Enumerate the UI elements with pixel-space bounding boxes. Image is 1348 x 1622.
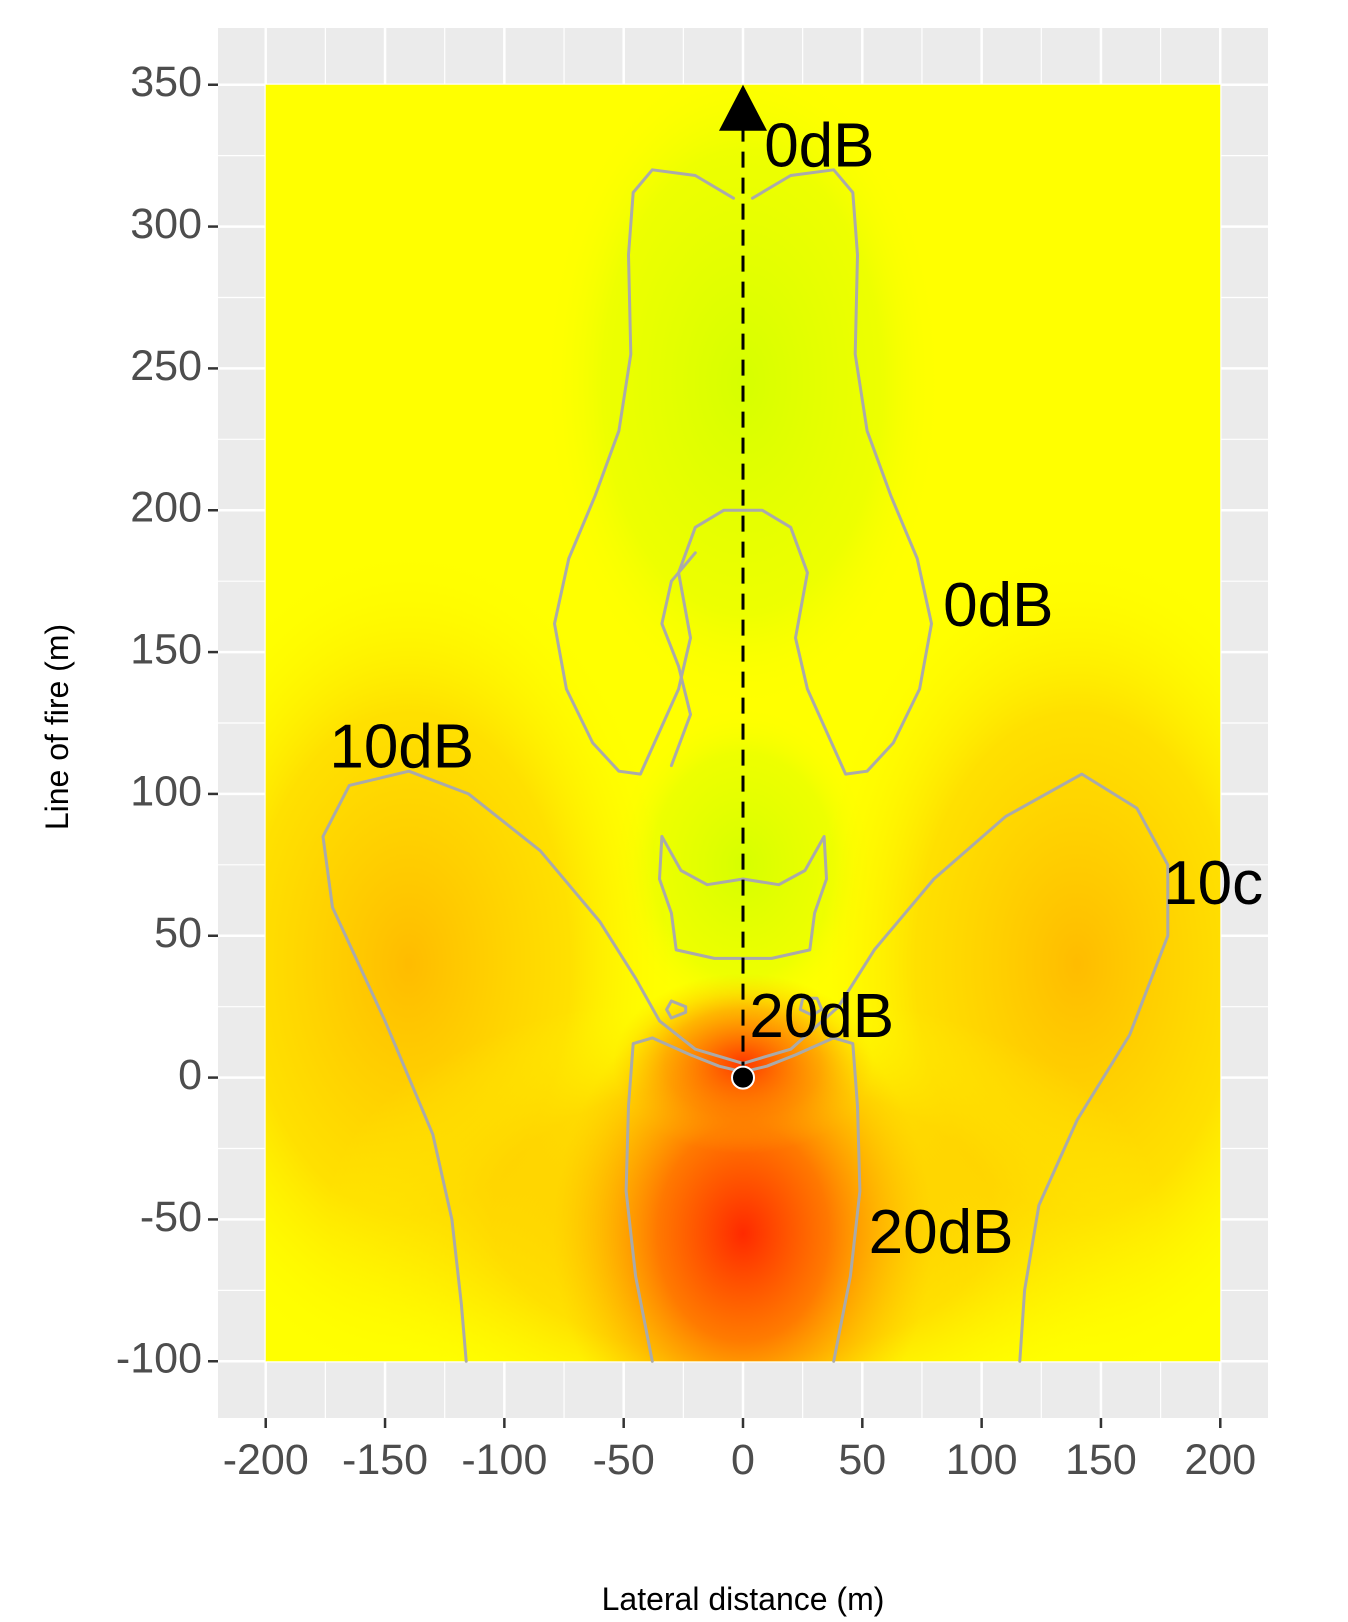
x-tick-label: 0 — [731, 1436, 755, 1484]
x-tick-label: 150 — [1065, 1436, 1137, 1484]
contour-0dB — [660, 551, 697, 768]
x-tick-label: 100 — [946, 1436, 1018, 1484]
x-tick-label: -100 — [461, 1436, 547, 1484]
heatmap — [265, 84, 1221, 1362]
y-tick-label: 150 — [130, 625, 202, 673]
source-point — [731, 1065, 755, 1090]
contour-0dB — [658, 835, 828, 960]
x-tick-label: -50 — [593, 1436, 655, 1484]
y-axis: 350 300 250 200 150 100 50 0 -50 -100 — [116, 58, 218, 1383]
contour-10dB — [321, 769, 1170, 1363]
contour-0dB — [553, 168, 933, 776]
y-tick-label: 200 — [130, 484, 202, 532]
x-tick-label: 50 — [838, 1436, 886, 1484]
contour-label: 20dB — [869, 1198, 1014, 1267]
contour-label: 10c — [1163, 849, 1263, 918]
contour-label: 0dB — [764, 111, 874, 180]
contour-label: 0dB — [943, 571, 1053, 640]
x-axis-title: Lateral distance (m) — [602, 1581, 885, 1617]
y-tick-label: 0 — [178, 1051, 202, 1099]
contour-20dB — [798, 996, 824, 1017]
y-tick-label: -50 — [140, 1193, 202, 1241]
x-tick-label: 200 — [1184, 1436, 1256, 1484]
contour-label: 20dB — [749, 982, 894, 1051]
contour-label: 10dB — [329, 713, 474, 782]
y-tick-label: 250 — [130, 342, 202, 390]
contour-labels: 0dB 0dB 10dB 10c 20dB 20dB — [329, 111, 1263, 1266]
x-tick-label: -150 — [342, 1436, 428, 1484]
y-tick-label: 300 — [130, 200, 202, 248]
line-of-fire-arrowhead — [719, 84, 767, 131]
y-tick-label: 100 — [130, 767, 202, 815]
contour-20dB — [665, 999, 688, 1020]
y-axis-title: Line of fire (m) — [39, 624, 75, 830]
y-tick-label: 50 — [154, 909, 202, 957]
line-of-fire-arrow — [719, 84, 767, 1090]
x-axis: -200 -150 -100 -50 0 50 100 150 200 — [223, 1418, 1256, 1484]
y-tick-label: 350 — [130, 58, 202, 106]
heatmap-blobs — [265, 84, 1221, 1362]
x-tick-label: -200 — [223, 1436, 309, 1484]
y-tick-label: -100 — [116, 1335, 202, 1383]
